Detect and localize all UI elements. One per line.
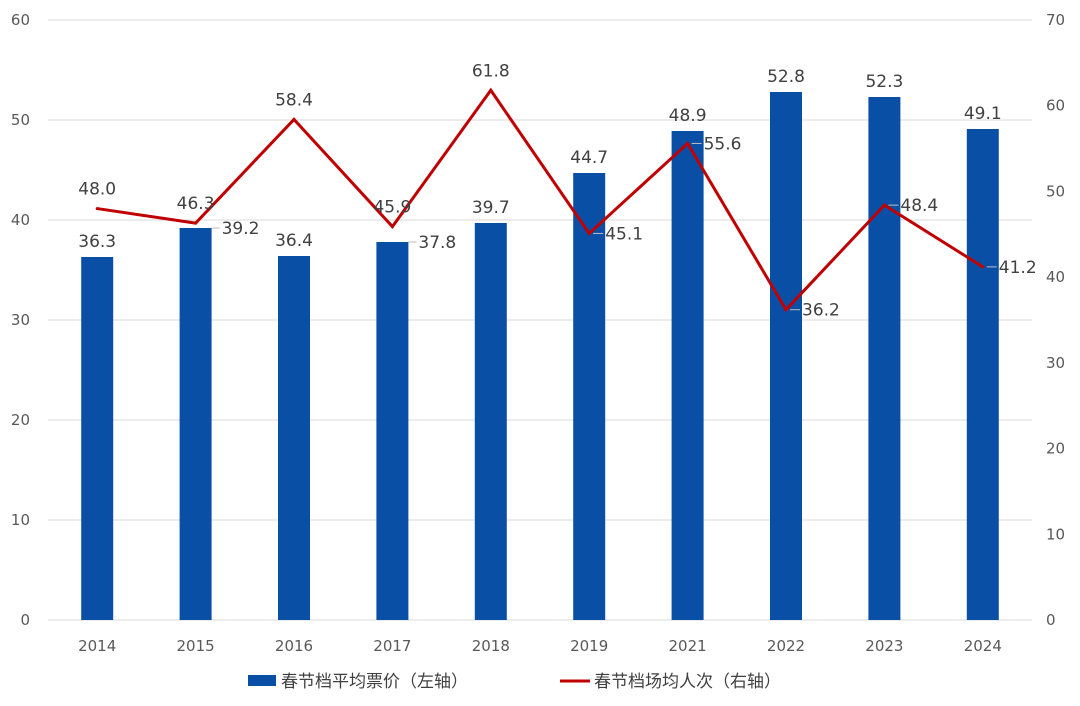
- line-path: [96, 87, 984, 313]
- x-tick-label: 2023: [865, 637, 903, 655]
- x-tick-label: 2018: [472, 637, 510, 655]
- bar-data-label: 48.9: [669, 106, 707, 126]
- line-data-label: 61.8: [472, 61, 510, 81]
- bar-data-label: 36.3: [78, 232, 116, 252]
- bar-data-label: 36.4: [275, 231, 313, 251]
- line-point: [784, 308, 788, 312]
- x-tick-label: 2019: [570, 637, 608, 655]
- x-axis-ticks: 2014 2015 2016 2017 2018 2019 2021 2022 2023 2024: [78, 637, 1002, 655]
- x-tick-label: 2016: [275, 637, 313, 655]
- line-point: [292, 117, 296, 121]
- bar: [770, 92, 802, 620]
- x-tick-label: 2021: [669, 637, 707, 655]
- line-data-label: 46.3: [177, 194, 215, 214]
- right-tick-label: 70: [1046, 11, 1065, 29]
- line-point: [882, 203, 886, 207]
- bar-data-label: 44.7: [570, 148, 608, 168]
- bar-data-label: 39.7: [472, 198, 510, 218]
- bar: [474, 223, 507, 620]
- line-data-label: 45.1: [605, 224, 643, 244]
- x-tick-label: 2017: [373, 637, 411, 655]
- bar: [376, 242, 409, 620]
- line-data-label: 36.2: [802, 301, 840, 321]
- right-tick-label: 0: [1046, 611, 1056, 629]
- line-data-label: 58.4: [275, 90, 313, 110]
- x-tick-label: 2022: [767, 637, 805, 655]
- bar: [868, 97, 901, 620]
- left-tick-label: 0: [20, 611, 30, 629]
- right-tick-label: 40: [1046, 268, 1065, 286]
- bar-data-label: 37.8: [418, 233, 456, 253]
- line-point: [587, 231, 591, 235]
- x-tick-label: 2014: [78, 637, 116, 655]
- left-tick-label: 60: [11, 11, 30, 29]
- bar: [573, 173, 606, 620]
- left-tick-label: 40: [11, 211, 30, 229]
- left-tick-label: 10: [11, 511, 30, 529]
- line-point: [981, 265, 985, 269]
- legend-swatch-bar: [248, 675, 276, 686]
- bar-data-label: 52.3: [865, 72, 903, 92]
- right-tick-label: 20: [1046, 440, 1065, 458]
- bar-data-labels: 36.3 39.2 36.4 37.8 39.7 44.7 48.9 52.8 52.3 49.1: [78, 67, 1001, 253]
- line-point: [95, 207, 99, 211]
- gridlines: [48, 19, 1032, 621]
- line-data-label: 48.0: [78, 180, 116, 200]
- line-data-label: 55.6: [704, 134, 742, 154]
- line-data-label: 41.2: [999, 258, 1037, 278]
- line-point: [489, 88, 493, 92]
- line-point: [390, 225, 394, 229]
- bar-data-label: 49.1: [964, 104, 1002, 124]
- x-tick-label: 2015: [177, 637, 215, 655]
- left-axis-ticks: 0 10 20 30 40 50 60: [11, 11, 30, 629]
- right-axis-ticks: 0 10 20 30 40 50 60 70: [1046, 11, 1065, 629]
- left-tick-label: 30: [11, 311, 30, 329]
- bar: [278, 256, 310, 620]
- left-tick-label: 20: [11, 411, 30, 429]
- line-point: [194, 221, 198, 225]
- bar: [966, 129, 999, 620]
- right-tick-label: 60: [1046, 97, 1065, 115]
- line-data-label: 48.4: [900, 196, 938, 216]
- bar-data-label: 39.2: [222, 219, 260, 239]
- bar: [671, 131, 704, 620]
- bar: [81, 257, 114, 620]
- x-tick-label: 2024: [964, 637, 1002, 655]
- bar: [179, 228, 212, 620]
- line-data-labels: 48.0 46.3 58.4 45.9 61.8 45.1 55.6 36.2 48.4 41.2: [78, 61, 1036, 320]
- right-tick-label: 10: [1046, 525, 1065, 543]
- right-tick-label: 30: [1046, 354, 1065, 372]
- line-data-label: 45.9: [373, 198, 411, 218]
- bar-series: [81, 92, 999, 620]
- legend-label-bar: 春节档平均票价（左轴）: [281, 672, 468, 692]
- line-series: [95, 87, 985, 313]
- right-tick-label: 50: [1046, 182, 1065, 200]
- bar-data-label: 52.8: [767, 67, 805, 87]
- legend-label-line: 春节档场均人次（右轴）: [594, 672, 781, 692]
- left-tick-label: 50: [11, 111, 30, 129]
- line-point: [686, 141, 690, 145]
- legend: 春节档平均票价（左轴） 春节档场均人次（右轴）: [248, 672, 781, 692]
